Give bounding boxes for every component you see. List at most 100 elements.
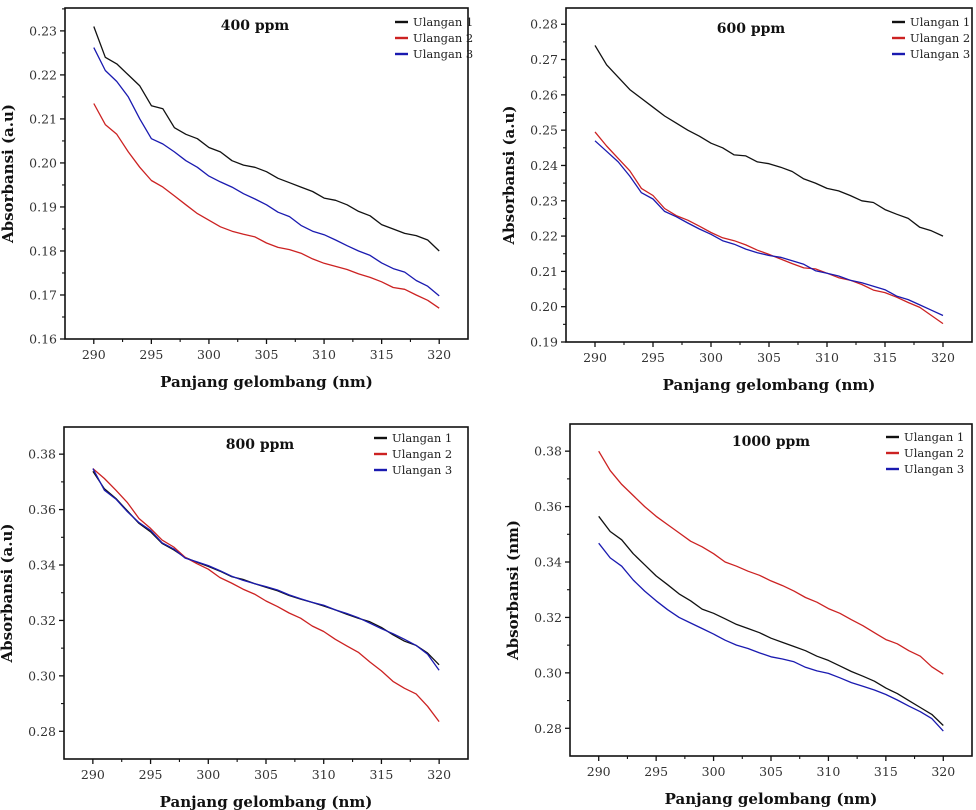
y-tick-label: 0.30 [534,665,562,680]
series-line-ulangan-1 [92,470,440,666]
x-tick-label: 300 [699,350,723,365]
x-tick-label: 320 [427,767,451,782]
series-line-ulangan-2 [93,103,440,309]
legend: Ulangan 1 Ulangan 2 Ulangan 3 [374,431,452,477]
y-tick-label: 0.16 [29,332,57,347]
y-tick-label: 0.36 [28,502,56,517]
y-tick-label: 0.23 [29,23,57,38]
x-tick-label: 305 [757,350,781,365]
y-tick-label: 0.20 [29,155,57,170]
series-line-ulangan-3 [93,47,440,297]
chart-svg: 290 295 300 305 310 315 320 0.16 0.17 0.18 0.19 0.2… [0,7,473,391]
y-tick-label: 0.22 [530,229,558,244]
y-axis-title: Absorbansi (a.u) [0,104,17,244]
y-tick-label: 0.23 [530,193,558,208]
series-line-ulangan-3 [92,468,440,671]
chart-panel-600ppm: 290 295 300 305 310 315 320 0.19 0.20 0.21 0.22 0.2… [488,0,976,405]
series-line-ulangan-3 [598,542,944,732]
chart-title: 800 ppm [226,437,295,453]
x-tick-label: 315 [873,350,897,365]
legend-label: Ulangan 2 [910,31,970,45]
y-tick-label: 0.28 [534,721,562,736]
chart-svg: 290 295 300 305 310 315 320 0.28 0.30 0.32 0.34 0.3… [0,426,469,810]
legend-label: Ulangan 2 [392,447,452,461]
chart-title: 600 ppm [717,21,786,37]
series-line-ulangan-1 [93,26,440,252]
chart-title: 400 ppm [221,18,290,34]
legend-label: Ulangan 3 [413,47,473,61]
y-tick-label: 0.34 [28,558,56,573]
y-tick-label: 0.32 [28,613,56,628]
y-tick-label: 0.21 [530,264,558,279]
x-tick-label: 290 [583,350,607,365]
x-tick-label: 305 [759,764,783,779]
x-tick-label: 320 [931,764,955,779]
legend-label: Ulangan 1 [904,430,964,444]
y-tick-label: 0.28 [530,17,558,32]
chart-panel-400ppm: 290 295 300 305 310 315 320 0.16 0.17 0.18 0.19 0.2… [0,0,488,405]
chart-title: 1000 ppm [732,434,810,450]
x-tick-label: 315 [874,764,898,779]
x-tick-label: 310 [312,767,336,782]
series-line-ulangan-2 [594,131,944,325]
y-tick-label: 0.19 [530,335,558,350]
legend-label: Ulangan 3 [904,462,964,476]
x-tick-label: 295 [139,767,163,782]
legend-label: Ulangan 3 [910,47,970,61]
series-line-ulangan-3 [594,140,944,317]
y-tick-label: 0.17 [29,287,57,302]
x-tick-label: 310 [815,350,839,365]
y-tick-label: 0.36 [534,499,562,514]
y-tick-label: 0.28 [28,724,56,739]
x-tick-label: 295 [139,347,163,362]
x-tick-label: 305 [254,767,278,782]
chart-panel-800ppm: 290 295 300 305 310 315 320 0.28 0.30 0.32 0.34 0.3… [0,405,488,810]
plot-frame [64,7,469,340]
legend-label: Ulangan 3 [392,463,452,477]
chart-svg: 290 295 300 305 310 315 320 0.28 0.30 0.32 0.34 0.3… [504,423,973,808]
legend-label: Ulangan 1 [910,15,970,29]
series-line-ulangan-2 [92,468,440,722]
y-tick-label: 0.38 [28,447,56,462]
y-tick-label: 0.25 [530,123,558,138]
y-tick-label: 0.24 [530,158,558,173]
series-line-ulangan-2 [598,450,944,675]
x-tick-label: 300 [196,767,220,782]
x-axis-title: Panjang gelombang (nm) [663,376,876,394]
x-tick-label: 315 [369,767,393,782]
y-tick-label: 0.18 [29,243,57,258]
series-line-ulangan-1 [598,515,944,726]
chart-svg: 290 295 300 305 310 315 320 0.19 0.20 0.21 0.22 0.2… [500,7,973,394]
series-line-ulangan-1 [594,45,944,237]
x-tick-label: 305 [255,347,279,362]
y-tick-label: 0.27 [530,52,558,67]
chart-panel-1000ppm: 290 295 300 305 310 315 320 0.28 0.30 0.32 0.34 0.3… [488,405,976,810]
x-axis-title: Panjang gelombang (nm) [665,790,878,808]
y-tick-label: 0.32 [534,610,562,625]
x-tick-label: 295 [641,350,665,365]
x-tick-label: 290 [587,764,611,779]
legend-label: Ulangan 2 [904,446,964,460]
legend-label: Ulangan 1 [413,15,473,29]
y-axis-title: Absorbansi (a.u) [0,524,16,664]
y-axis-title: Absorbansi (a.u) [500,106,518,246]
legend: Ulangan 1 Ulangan 2 Ulangan 3 [395,15,473,61]
y-tick-label: 0.30 [28,668,56,683]
y-axis-title: Absorbansi (nm) [504,520,522,661]
legend-label: Ulangan 2 [413,31,473,45]
x-tick-label: 290 [82,347,106,362]
x-tick-label: 300 [197,347,221,362]
y-tick-label: 0.20 [530,299,558,314]
legend: Ulangan 1 Ulangan 2 Ulangan 3 [892,15,970,61]
x-tick-label: 295 [644,764,668,779]
x-tick-label: 315 [370,347,394,362]
x-tick-label: 320 [427,347,451,362]
x-axis-title: Panjang gelombang (nm) [160,793,373,810]
x-tick-label: 310 [816,764,840,779]
x-tick-label: 320 [931,350,955,365]
y-tick-label: 0.26 [530,87,558,102]
y-tick-label: 0.34 [534,555,562,570]
x-axis-title: Panjang gelombang (nm) [160,373,373,391]
y-tick-label: 0.19 [29,199,57,214]
y-tick-label: 0.22 [29,67,57,82]
